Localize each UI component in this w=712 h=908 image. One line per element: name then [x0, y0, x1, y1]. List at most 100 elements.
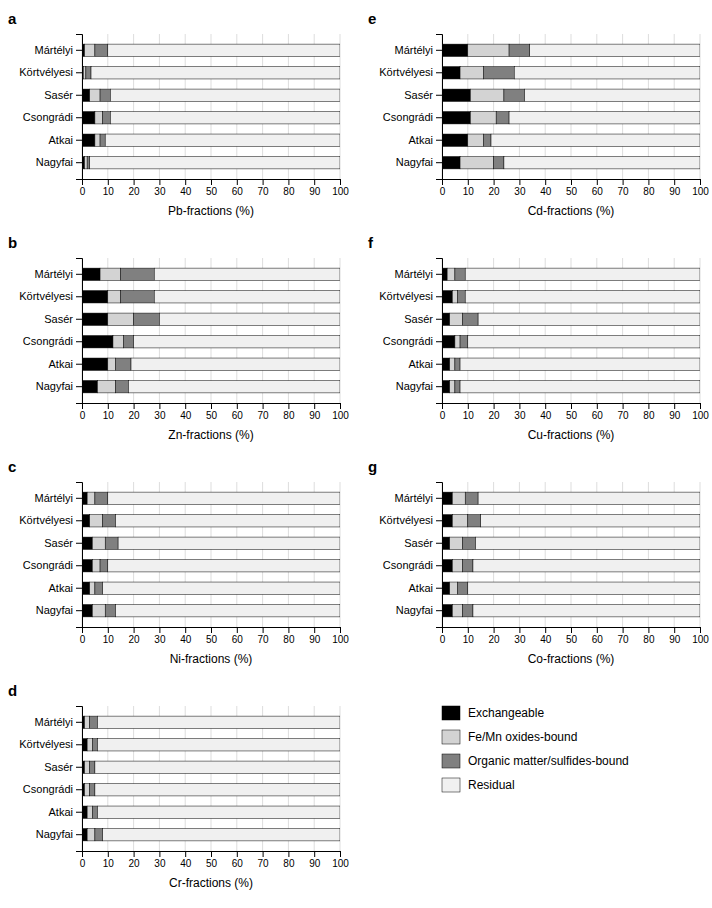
tick: 70	[258, 627, 270, 645]
tick-mark	[597, 179, 598, 185]
tick-label: 90	[669, 186, 681, 197]
tick-mark	[134, 627, 135, 633]
bars	[442, 492, 700, 617]
axis-line	[76, 259, 83, 404]
bar	[463, 560, 473, 572]
tick: 10	[463, 627, 475, 645]
tick: 0	[440, 403, 446, 421]
bar	[90, 89, 100, 101]
tick-label: Atkai	[409, 134, 433, 146]
axis-line	[83, 628, 341, 634]
tick-mark	[340, 851, 341, 857]
axis-line	[443, 180, 701, 186]
bar	[95, 492, 108, 504]
bar	[468, 44, 509, 56]
bar	[442, 582, 450, 594]
bar	[82, 605, 92, 617]
tick: 70	[258, 851, 270, 869]
tick-label: 70	[258, 186, 270, 197]
bar	[103, 515, 116, 527]
bar	[468, 515, 481, 527]
tick-mark	[108, 403, 109, 409]
tick-label: 60	[232, 186, 244, 197]
bar	[105, 537, 118, 549]
tick-label: Nagyfai	[36, 156, 73, 168]
tick-mark	[185, 851, 186, 857]
tick-label: 20	[489, 186, 501, 197]
tick-mark	[159, 627, 160, 633]
tick-mark	[237, 627, 238, 633]
tick: Csongrádi	[23, 111, 82, 123]
tick-mark	[436, 117, 442, 118]
tick-mark	[674, 627, 675, 633]
tick-mark	[237, 851, 238, 857]
tick-mark	[340, 179, 341, 185]
tick: Mártélyi	[34, 492, 82, 504]
bar	[121, 268, 155, 280]
bars	[82, 268, 340, 393]
tick: 0	[80, 851, 86, 869]
tick-label: Sasér	[44, 537, 73, 549]
tick-mark	[76, 812, 82, 813]
tick-label: 60	[592, 634, 604, 645]
tick-label: 40	[180, 858, 192, 869]
tick-label: 70	[258, 634, 270, 645]
tick-mark	[76, 296, 82, 297]
tick-label: 30	[514, 186, 526, 197]
bar	[470, 112, 496, 124]
tick-mark	[648, 179, 649, 185]
tick-label: Atkai	[49, 358, 73, 370]
tick-label: 90	[309, 858, 321, 869]
bar	[82, 358, 108, 370]
bar	[450, 537, 463, 549]
tick-mark	[436, 520, 442, 521]
bar	[463, 537, 476, 549]
tick-mark	[545, 627, 546, 633]
bar	[442, 605, 452, 617]
tick-mark	[623, 403, 624, 409]
panel-label: g	[368, 458, 377, 475]
grid	[82, 34, 340, 179]
tick-label: 40	[540, 186, 552, 197]
tick-label: 0	[440, 410, 446, 421]
tick: 20	[129, 403, 141, 421]
tick-label: Körtvélyesi	[19, 514, 73, 526]
tick: 100	[692, 627, 709, 645]
tick: 10	[103, 851, 115, 869]
tick-label: 70	[258, 858, 270, 869]
x-axis: 0102030405060708090100	[440, 627, 710, 645]
tick-label: 100	[332, 186, 349, 197]
tick-mark	[263, 627, 264, 633]
legend-swatch	[442, 730, 460, 744]
tick-mark	[700, 403, 701, 409]
bar-series	[87, 492, 105, 617]
tick-mark	[159, 403, 160, 409]
tick: 10	[103, 179, 115, 197]
tick-mark	[76, 117, 82, 118]
bar	[82, 582, 90, 594]
tick: 0	[80, 403, 86, 421]
tick-mark	[237, 179, 238, 185]
y-axis: MártélyiKörtvélyesiSasérCsongrádiAtkaiNa…	[19, 35, 82, 180]
tick: 20	[129, 851, 141, 869]
bar	[90, 515, 103, 527]
axis-line	[443, 628, 701, 634]
bar	[90, 784, 95, 796]
tick-mark	[211, 179, 212, 185]
tick: 30	[514, 179, 526, 197]
bar	[468, 134, 483, 146]
bar	[473, 560, 700, 572]
tick-mark	[288, 179, 289, 185]
tick: Mártélyi	[394, 268, 442, 280]
bar	[442, 515, 452, 527]
tick-mark	[185, 403, 186, 409]
tick: Mártélyi	[394, 44, 442, 56]
grid	[82, 706, 340, 851]
tick-mark	[76, 498, 82, 499]
tick-mark	[597, 627, 598, 633]
bar	[442, 157, 460, 169]
tick-label: 80	[283, 858, 295, 869]
panel: 0102030405060708090100MártélyiKörtvélyes…	[368, 458, 709, 666]
tick-label: 50	[566, 634, 578, 645]
tick-mark	[436, 565, 442, 566]
